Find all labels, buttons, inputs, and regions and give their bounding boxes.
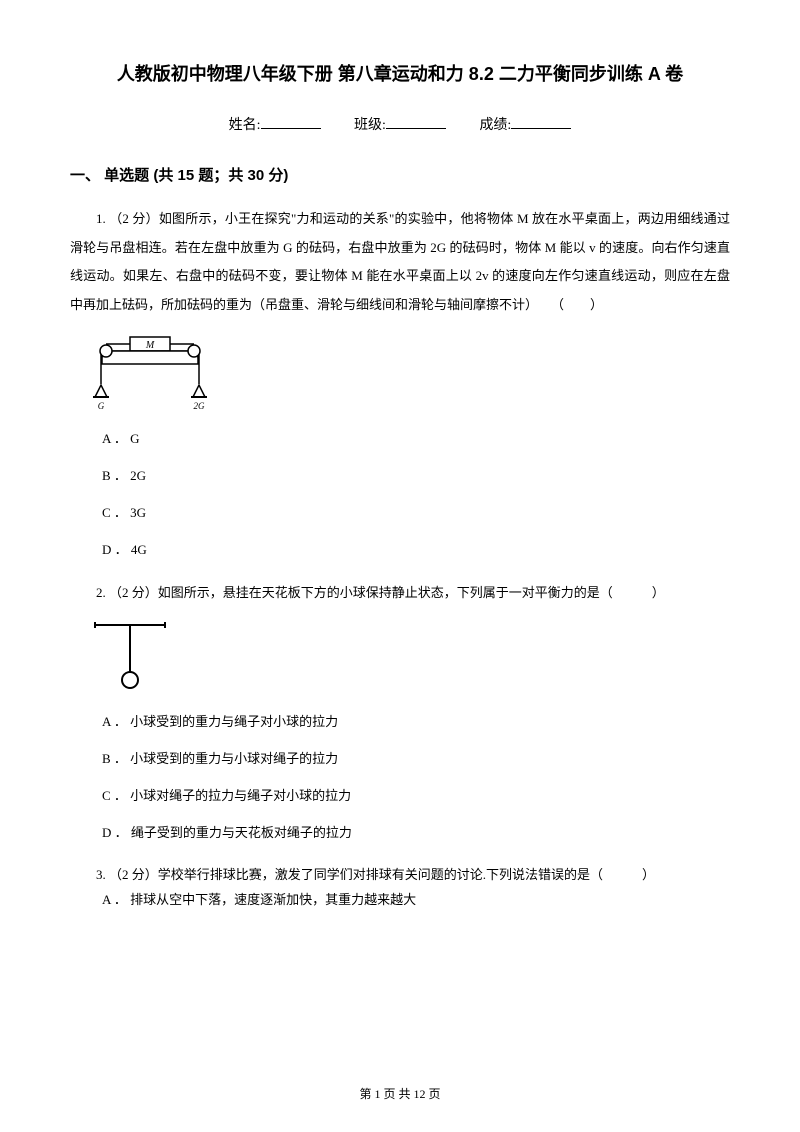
student-info-line: 姓名: 班级: 成绩: (70, 114, 730, 134)
question-1: 1. （2 分）如图所示，小王在探究"力和运动的关系"的实验中，他将物体 M 放… (70, 205, 730, 561)
option-d: D ． 4G (102, 540, 730, 561)
footer-prefix: 第 (359, 1087, 374, 1101)
option-b: B ． 2G (102, 466, 730, 487)
question-1-options: A ． G B ． 2G C ． 3G D ． 4G (102, 429, 730, 560)
name-label: 姓名: (229, 118, 261, 133)
question-2: 2. （2 分）如图所示，悬挂在天花板下方的小球保持静止状态，下列属于一对平衡力… (70, 579, 730, 844)
page-footer: 第 1 页 共 12 页 (0, 1085, 800, 1102)
svg-text:2G: 2G (194, 401, 206, 411)
score-blank (511, 115, 571, 129)
svg-text:G: G (98, 401, 105, 411)
hanging-ball-diagram-icon (90, 617, 170, 697)
option-a: A ． 排球从空中下落，速度逐渐加快，其重力越来越大 (102, 890, 730, 911)
class-blank (386, 115, 446, 129)
class-label: 班级: (354, 118, 386, 133)
option-c: C ． 3G (102, 503, 730, 524)
option-a: A ． 小球受到的重力与绳子对小球的拉力 (102, 712, 730, 733)
option-a: A ． G (102, 429, 730, 450)
footer-mid: 页 共 (380, 1087, 413, 1101)
question-3: 3. （2 分）学校举行排球比赛，激发了同学们对排球有关问题的讨论.下列说法错误… (70, 861, 730, 910)
footer-total: 12 (414, 1087, 426, 1101)
question-2-options: A ． 小球受到的重力与绳子对小球的拉力 B ． 小球受到的重力与小球对绳子的拉… (102, 712, 730, 843)
question-2-figure (90, 617, 730, 702)
section-header: 一、 单选题 (共 15 题；共 30 分) (70, 164, 730, 185)
page-title: 人教版初中物理八年级下册 第八章运动和力 8.2 二力平衡同步训练 A 卷 (70, 60, 730, 86)
svg-text:M: M (145, 340, 155, 351)
option-c: C ． 小球对绳子的拉力与绳子对小球的拉力 (102, 786, 730, 807)
question-2-text: 2. （2 分）如图所示，悬挂在天花板下方的小球保持静止状态，下列属于一对平衡力… (70, 579, 730, 608)
question-3-text: 3. （2 分）学校举行排球比赛，激发了同学们对排球有关问题的讨论.下列说法错误… (70, 861, 730, 890)
name-blank (261, 115, 321, 129)
question-1-figure: M G (90, 329, 730, 419)
option-d: D ． 绳子受到的重力与天花板对绳子的拉力 (102, 823, 730, 844)
score-label: 成绩: (479, 118, 511, 133)
question-1-text: 1. （2 分）如图所示，小王在探究"力和运动的关系"的实验中，他将物体 M 放… (70, 205, 730, 319)
pulley-diagram-icon: M G (90, 329, 210, 414)
question-3-options: A ． 排球从空中下落，速度逐渐加快，其重力越来越大 (102, 890, 730, 911)
footer-suffix: 页 (426, 1087, 441, 1101)
option-b: B ． 小球受到的重力与小球对绳子的拉力 (102, 749, 730, 770)
